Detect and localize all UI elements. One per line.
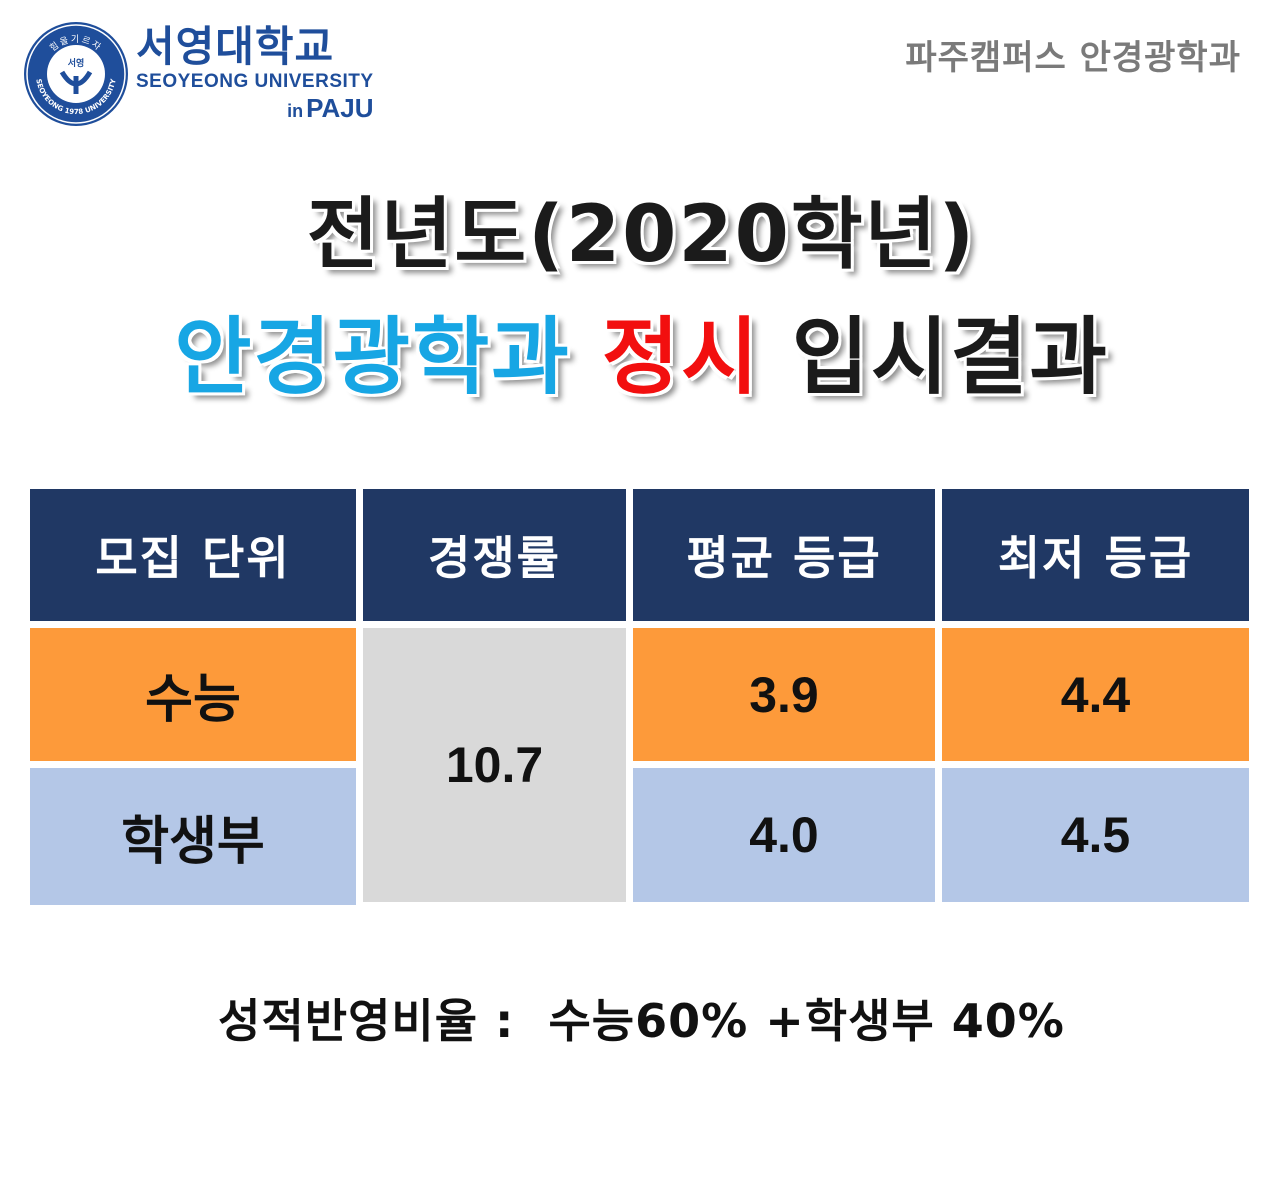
- page-title-line1: 전년도(2020학년): [306, 190, 977, 280]
- logo-in: in: [287, 101, 304, 121]
- page-title-line2: 안경광학과 정시 입시결과: [0, 290, 1283, 411]
- department-name: 파주캠퍼스 안경광학과: [905, 38, 1241, 78]
- school-record-average-grade: 4.0: [633, 768, 935, 902]
- row-label-suneung: 수능: [30, 628, 356, 761]
- row-label-school-record: 학생부: [30, 768, 356, 905]
- header-recruitment-unit: 모집 단위: [30, 489, 356, 621]
- logo-korean-name: 서영대학교: [136, 22, 335, 71]
- header-average-grade: 평균 등급: [633, 489, 935, 621]
- suneung-minimum-grade: 4.4: [942, 628, 1249, 761]
- logo-paju: PAJU: [306, 93, 374, 123]
- suneung-average-grade: 3.9: [633, 628, 935, 761]
- logo-campus: in PAJU: [136, 93, 374, 125]
- university-wordmark: 서영대학교 SEOYEONG UNIVERSITY in PAJU: [136, 24, 374, 125]
- school-record-minimum-grade: 4.5: [942, 768, 1249, 902]
- title-result: 입시결과: [791, 308, 1109, 406]
- score-reflection-ratio: 성적반영비율 : 수능60% +학생부 40%: [218, 994, 1065, 1048]
- admission-results-table: 모집 단위 경쟁률 평균 등급 최저 등급 수능 3.9 4.4 10.7 학생…: [30, 489, 1249, 905]
- seal-center-text: 서영: [68, 57, 85, 69]
- title-admission-type: 정시: [601, 308, 761, 406]
- competition-rate-value: 10.7: [363, 628, 626, 902]
- title-department: 안경광학과: [174, 308, 571, 406]
- university-seal-logo: 힘을기르자 SEOYEONG 1978 UNIVERSITY 서영: [22, 20, 130, 128]
- logo-english-name: SEOYEONG UNIVERSITY: [136, 71, 374, 92]
- header-competition-rate: 경쟁률: [363, 489, 626, 621]
- header-minimum-grade: 최저 등급: [942, 489, 1249, 621]
